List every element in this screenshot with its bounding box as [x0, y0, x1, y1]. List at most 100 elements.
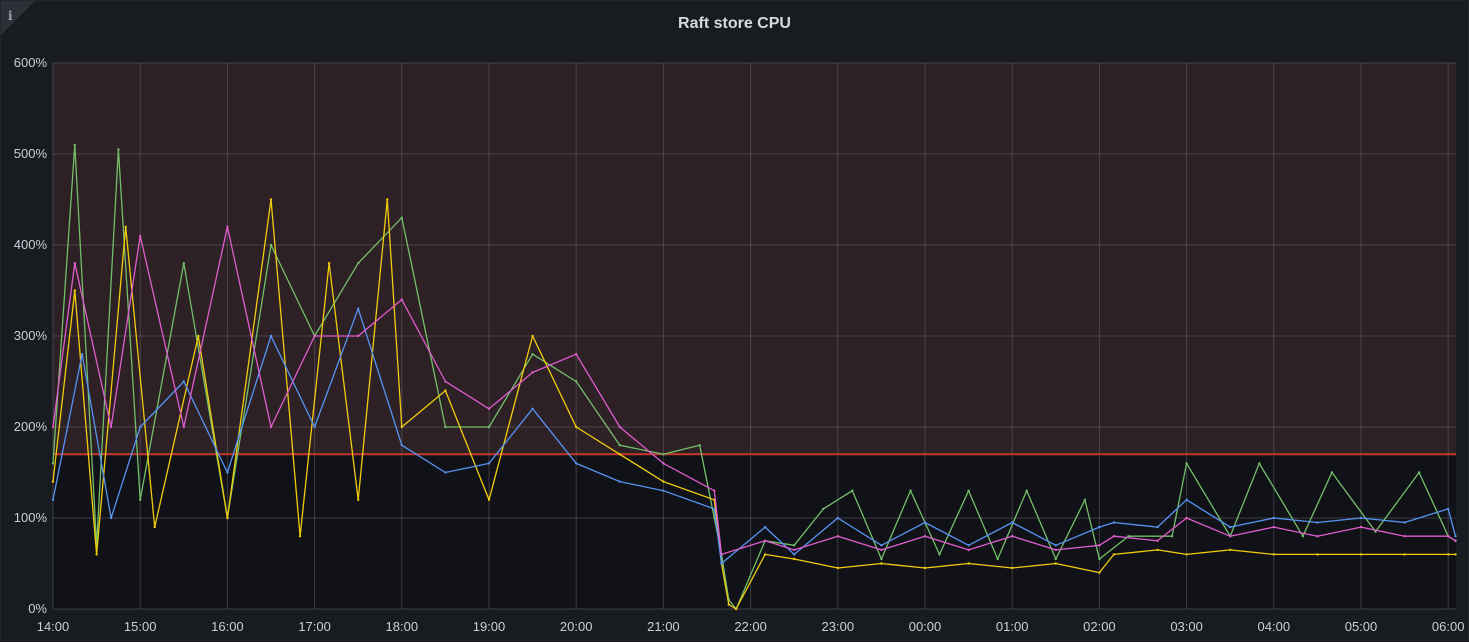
series-point-3	[1316, 535, 1319, 538]
series-point-3	[713, 489, 716, 492]
series-point-1	[1011, 566, 1014, 570]
series-point-1	[487, 498, 491, 501]
series-point-3	[1156, 539, 1159, 542]
series-point-1	[575, 425, 578, 429]
series-point-3	[400, 298, 403, 301]
series-point-1	[1447, 553, 1450, 556]
series-point-1	[1054, 562, 1058, 565]
series-point-3	[444, 380, 447, 383]
series-point-3	[357, 334, 360, 338]
series-point-3	[720, 553, 723, 556]
series-point-3	[662, 462, 665, 465]
series-point-1	[727, 603, 730, 606]
series-point-2	[313, 425, 316, 429]
series-point-2	[763, 525, 767, 529]
x-tick-label: 20:00	[560, 619, 593, 634]
series-point-2	[487, 462, 491, 465]
y-tick-label: 0%	[28, 601, 47, 616]
series-point-2	[618, 480, 621, 483]
y-tick-label: 100%	[14, 510, 48, 525]
series-point-3	[793, 548, 796, 552]
info-icon[interactable]: i	[8, 9, 13, 23]
series-point-3	[51, 425, 55, 429]
series-point-1	[298, 535, 302, 538]
x-tick-label: 21:00	[647, 619, 680, 634]
series-point-2	[1098, 525, 1101, 529]
series-point-3	[313, 334, 316, 338]
series-point-3	[1098, 544, 1101, 547]
series-point-2	[662, 489, 665, 492]
series-point-0	[1185, 462, 1188, 465]
series-point-3	[182, 425, 185, 429]
series-point-2	[713, 507, 716, 511]
series-point-1	[400, 425, 403, 429]
series-point-1	[197, 334, 200, 338]
series-point-1	[1316, 553, 1319, 556]
series-point-3	[269, 425, 273, 429]
series-point-1	[1359, 553, 1363, 556]
series-point-3	[618, 425, 621, 429]
y-tick-label: 200%	[14, 419, 48, 434]
x-tick-label: 05:00	[1345, 619, 1378, 634]
series-point-0	[967, 489, 970, 492]
x-tick-label: 06:00	[1432, 619, 1465, 634]
series-point-0	[182, 262, 185, 265]
series-point-3	[531, 371, 534, 374]
series-point-2	[1316, 521, 1319, 524]
series-point-0	[1170, 535, 1174, 538]
series-point-2	[836, 516, 839, 520]
series-point-0	[269, 243, 273, 247]
series-point-2	[1447, 507, 1450, 511]
series-point-1	[269, 198, 273, 201]
series-point-3	[880, 548, 883, 552]
x-tick-label: 23:00	[822, 619, 855, 634]
series-point-2	[1112, 521, 1116, 524]
series-point-2	[269, 334, 273, 338]
series-point-3	[967, 548, 970, 552]
info-corner[interactable]	[1, 1, 35, 35]
series-point-3	[73, 262, 77, 265]
series-point-0	[909, 489, 912, 492]
series-point-3	[1054, 548, 1058, 552]
series-point-3	[1359, 525, 1363, 529]
series-line-1	[52, 198, 1456, 610]
series-point-2	[139, 425, 142, 429]
series-point-1	[1454, 553, 1457, 556]
series-point-0	[444, 425, 447, 429]
series-point-2	[1229, 525, 1232, 529]
series-point-0	[1054, 557, 1058, 561]
series-point-2	[1359, 516, 1363, 520]
series-point-0	[357, 262, 360, 265]
x-tick-label: 01:00	[996, 619, 1029, 634]
series-point-1	[967, 562, 970, 565]
series-point-0	[531, 353, 534, 356]
x-tick-label: 19:00	[473, 619, 506, 634]
series-point-2	[1011, 521, 1014, 524]
series-point-0	[1025, 489, 1028, 492]
series-point-3	[575, 353, 578, 356]
series-point-3	[923, 535, 927, 538]
series-point-2	[1272, 516, 1276, 520]
series-point-2	[400, 444, 403, 447]
series-point-2	[182, 380, 185, 383]
x-tick-label: 03:00	[1170, 619, 1203, 634]
series-point-1	[327, 262, 331, 265]
series-line-0	[52, 144, 1456, 610]
series-point-1	[662, 480, 665, 483]
series-point-2	[923, 521, 927, 524]
series-point-2	[575, 462, 578, 465]
series-point-1	[1272, 553, 1276, 556]
series-point-0	[51, 462, 55, 465]
series-point-0	[1098, 557, 1101, 561]
series-point-1	[95, 553, 98, 556]
x-tick-label: 00:00	[909, 619, 942, 634]
series-point-1	[763, 553, 767, 556]
series-point-2	[793, 553, 796, 556]
series-point-2	[51, 498, 55, 501]
series-point-3	[1454, 539, 1457, 542]
x-tick-label: 15:00	[124, 619, 157, 634]
series-point-1	[880, 562, 883, 565]
y-tick-label: 600%	[14, 55, 48, 70]
series-point-0	[1127, 535, 1130, 538]
